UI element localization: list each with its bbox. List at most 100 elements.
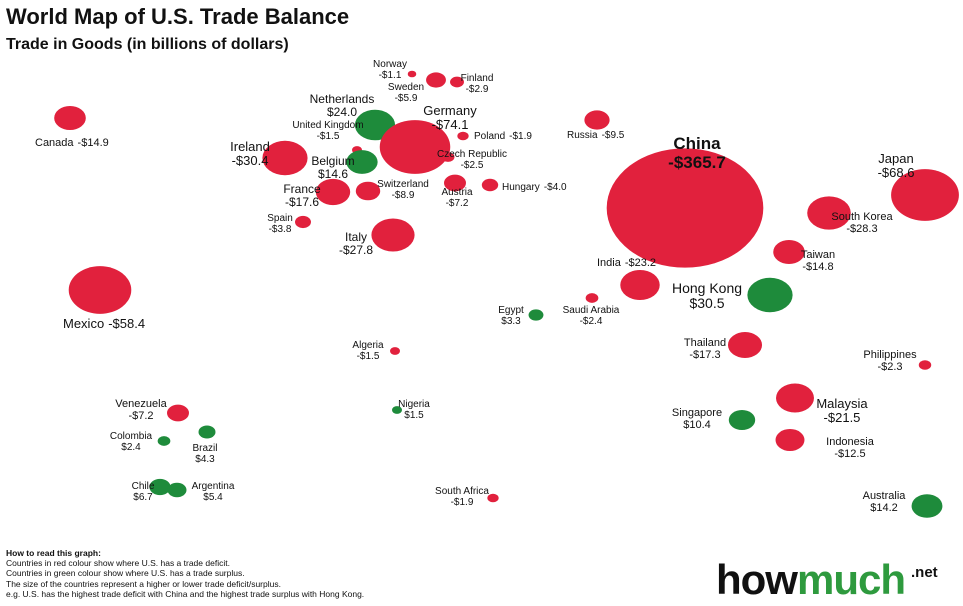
country-label: Russia -$9.5: [567, 130, 624, 141]
country-shape: [54, 105, 86, 131]
country-label: Netherlands $24.0: [309, 92, 375, 119]
country-shape: [444, 174, 466, 192]
country-value: $14.2: [870, 502, 898, 515]
country-name: Japan: [878, 151, 914, 166]
notes-heading: How to read this graph:: [6, 548, 101, 558]
country-label: South Korea -$28.3: [826, 211, 898, 235]
note: Countries in green colour show where U.S…: [6, 568, 245, 579]
country-label: India -$23.2: [597, 257, 656, 269]
country-name: Czech Republic: [436, 149, 508, 160]
country-name: Germany: [423, 103, 477, 118]
country-shape: [747, 277, 793, 313]
country-shape: [728, 409, 756, 431]
country-shape: [584, 110, 610, 130]
country-label: Colombia $2.4: [110, 431, 152, 453]
country-label: Malaysia -$21.5: [816, 396, 867, 426]
country-label: Ireland -$30.4: [230, 139, 270, 169]
country-label: United Kingdom -$1.5: [292, 120, 364, 142]
country-label: Italy -$27.8: [338, 230, 374, 258]
country-value: -$68.6: [877, 165, 915, 181]
logo: howmuch .net: [716, 556, 938, 604]
country-value: $1.5: [404, 410, 424, 421]
country-name: Philippines: [863, 349, 917, 361]
country-value: -$2.3: [877, 361, 903, 374]
country-label: Brazil $4.3: [192, 443, 217, 465]
country-shape: [585, 293, 599, 303]
country-shape: [606, 148, 764, 268]
country-name: Egypt: [498, 305, 524, 316]
country-shape: [315, 178, 351, 206]
country-name: Algeria: [352, 340, 384, 351]
country-name: Netherlands: [309, 92, 375, 106]
country-value: -$1.9: [450, 497, 474, 508]
country-label: Norway -$1.1: [373, 59, 407, 81]
country-value: -$1.5: [316, 131, 340, 142]
country-name: Russia: [567, 130, 598, 141]
country-value: $14.6: [317, 167, 349, 182]
country-name: France: [283, 182, 321, 196]
country-shape: [68, 266, 132, 314]
country-name: Chile: [131, 481, 155, 492]
country-shape: [262, 140, 308, 176]
country-shape: [487, 493, 499, 503]
country-shape: [346, 150, 378, 174]
country-shape: [391, 406, 403, 414]
country-value: -$27.8: [338, 243, 374, 258]
country-label: Venezuela -$7.2: [115, 398, 166, 422]
country-name: Brazil: [192, 443, 218, 454]
logo-suffix: .net: [911, 564, 938, 581]
country-shape: [441, 152, 455, 162]
country-value: -$8.9: [391, 190, 415, 201]
country-label: Singapore $10.4: [672, 407, 722, 431]
country-name: South Africa: [435, 486, 489, 497]
country-name: Mexico: [63, 316, 105, 331]
country-value: $5.4: [203, 492, 223, 503]
country-label: Nigeria $1.5: [398, 399, 430, 421]
country-label: Algeria -$1.5: [352, 340, 383, 362]
country-label: Hong Kong $30.5: [672, 280, 742, 312]
country-shape: [379, 120, 451, 174]
country-shape: [457, 131, 469, 141]
country-shape: [354, 109, 396, 141]
country-label: Germany -$74.1: [423, 103, 477, 133]
country-value: -$3.8: [268, 224, 292, 235]
country-name: Thailand: [683, 337, 727, 349]
country-shape: [891, 169, 959, 221]
country-name: Hungary: [502, 182, 540, 193]
country-name: Ireland: [230, 139, 270, 154]
country-name: India: [597, 257, 621, 269]
country-label: Chile $6.7: [132, 481, 155, 503]
country-value: -$2.4: [579, 316, 603, 327]
country-name: Poland: [474, 131, 506, 142]
country-value: -$2.5: [460, 160, 484, 171]
title: World Map of U.S. Trade Balance: [6, 4, 350, 29]
country-value: -$28.3: [846, 223, 878, 236]
country-value: -$5.9: [394, 93, 418, 104]
country-label: Belgium $14.6: [311, 154, 354, 182]
country-label: Egypt $3.3: [498, 305, 524, 327]
country-name: United Kingdom: [292, 120, 364, 131]
country-value: -$4.0: [543, 182, 567, 193]
country-shape: [389, 347, 401, 355]
subtitle: Trade in Goods (in billions of dollars): [6, 36, 289, 53]
country-label: South Africa -$1.9: [435, 486, 489, 508]
country-name: Colombia: [109, 431, 153, 442]
country-shape: [157, 436, 171, 446]
notes: How to read this graph: Countries in red…: [6, 548, 364, 599]
country-label: Thailand -$17.3: [684, 337, 726, 361]
country-shape: [776, 383, 814, 413]
country-value: -$365.7: [668, 152, 726, 172]
country-shape: [773, 239, 805, 265]
country-name: Italy: [344, 230, 367, 244]
country-value: -$23.2: [624, 257, 657, 269]
country-shape: [198, 425, 216, 439]
country-value: -$1.9: [509, 131, 532, 142]
country-shape: [911, 494, 943, 518]
country-value: $10.4: [683, 419, 711, 432]
country-shape: [727, 332, 763, 358]
country-value: -$7.2: [128, 410, 154, 423]
country-shape: [918, 360, 932, 370]
country-shape: [167, 482, 187, 498]
